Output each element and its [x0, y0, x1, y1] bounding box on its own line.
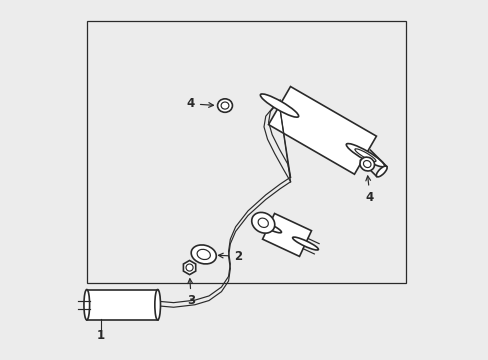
Ellipse shape [292, 237, 318, 250]
Circle shape [185, 264, 193, 271]
Polygon shape [268, 86, 376, 174]
Text: 3: 3 [187, 279, 195, 307]
Ellipse shape [221, 102, 228, 109]
Ellipse shape [354, 149, 375, 162]
Polygon shape [262, 213, 311, 256]
Text: 4: 4 [365, 176, 373, 204]
Ellipse shape [376, 166, 386, 177]
Ellipse shape [197, 249, 210, 260]
Ellipse shape [363, 161, 370, 167]
Text: 1: 1 [97, 329, 105, 342]
Ellipse shape [260, 94, 298, 117]
Ellipse shape [255, 220, 281, 233]
Ellipse shape [346, 144, 384, 167]
Ellipse shape [251, 212, 274, 233]
Polygon shape [183, 260, 195, 275]
Bar [86, 21, 405, 283]
Text: 4: 4 [186, 97, 213, 110]
Ellipse shape [191, 245, 216, 264]
Ellipse shape [155, 289, 160, 320]
Ellipse shape [359, 157, 374, 171]
Ellipse shape [258, 218, 268, 228]
Polygon shape [86, 289, 157, 320]
Ellipse shape [217, 99, 232, 112]
Ellipse shape [84, 289, 89, 320]
Text: 2: 2 [218, 250, 242, 263]
